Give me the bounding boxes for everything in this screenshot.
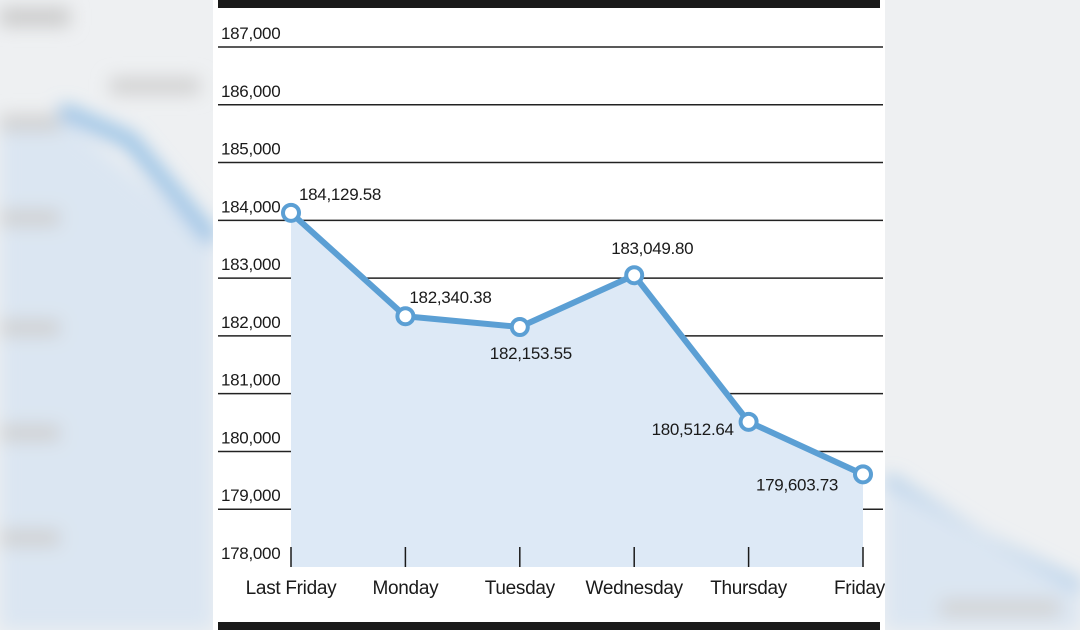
x-category-label: Monday bbox=[373, 578, 440, 599]
data-point bbox=[738, 411, 759, 432]
x-category-label: Wednesday bbox=[586, 578, 684, 599]
data-label: 180,512.64 bbox=[652, 420, 734, 439]
data-point bbox=[281, 202, 301, 223]
series-line bbox=[288, 209, 866, 478]
data-label: 179,603.73 bbox=[756, 475, 838, 494]
chart-panel: 187,000 186,000 185,000 184,000 183,000 182,0… bbox=[213, 0, 885, 630]
y-tick-label: 181,000 bbox=[221, 371, 280, 390]
data-point bbox=[853, 464, 873, 485]
data-label: 183,049.80 bbox=[611, 239, 693, 258]
y-tick-label: 179,000 bbox=[221, 486, 280, 505]
data-point bbox=[509, 317, 530, 338]
area-fill bbox=[291, 212, 863, 567]
y-tick-label: 180,000 bbox=[221, 428, 280, 447]
bottom-frame-bar bbox=[218, 622, 880, 630]
y-tick-label: 186,000 bbox=[221, 82, 280, 101]
y-tick-label: 182,000 bbox=[221, 313, 280, 332]
data-label: 182,340.38 bbox=[409, 288, 491, 307]
y-tick-label: 184,000 bbox=[221, 197, 280, 216]
y-tick-label: 183,000 bbox=[221, 255, 280, 274]
data-label: 184,129.58 bbox=[299, 185, 381, 204]
data-label: 182,153.55 bbox=[490, 344, 572, 363]
y-tick-label: 178,000 bbox=[221, 544, 280, 563]
y-tick-label: 185,000 bbox=[221, 140, 280, 159]
x-category-label: Thursday bbox=[710, 578, 788, 599]
data-point bbox=[395, 306, 416, 327]
top-frame-bar bbox=[218, 0, 880, 8]
line-chart: 187,000 186,000 185,000 184,000 183,000 182,0… bbox=[218, 0, 885, 630]
x-category-label: Tuesday bbox=[485, 578, 556, 599]
x-category-label: Last Friday bbox=[246, 578, 337, 599]
data-point bbox=[624, 265, 645, 286]
x-category-label: Friday bbox=[834, 578, 885, 599]
y-tick-label: 187,000 bbox=[221, 24, 280, 43]
